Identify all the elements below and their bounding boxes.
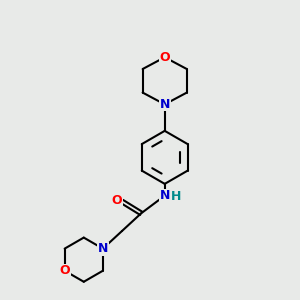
- Text: H: H: [171, 190, 181, 203]
- Text: O: O: [159, 51, 170, 64]
- Text: N: N: [98, 242, 108, 255]
- Text: N: N: [160, 98, 170, 111]
- Text: O: O: [59, 264, 70, 277]
- Text: O: O: [111, 194, 122, 207]
- Text: N: N: [160, 189, 170, 202]
